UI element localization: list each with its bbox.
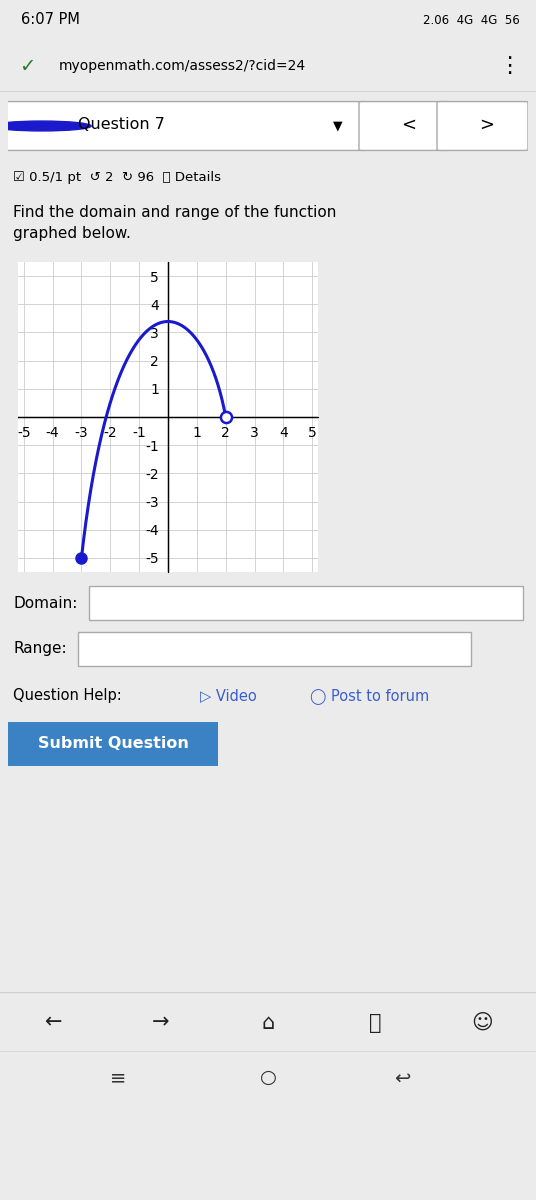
FancyBboxPatch shape — [0, 719, 230, 769]
Text: >: > — [479, 116, 494, 134]
Text: myopenmath.com/assess2/?cid=24: myopenmath.com/assess2/?cid=24 — [59, 59, 306, 73]
Text: →: → — [152, 1013, 169, 1033]
Text: Question 7: Question 7 — [78, 118, 165, 132]
Text: ⋮: ⋮ — [497, 56, 520, 76]
FancyBboxPatch shape — [3, 102, 367, 150]
Text: ✓: ✓ — [19, 56, 35, 76]
Text: 6:07 PM: 6:07 PM — [21, 12, 80, 28]
Text: ○: ○ — [259, 1068, 277, 1087]
FancyBboxPatch shape — [78, 632, 471, 666]
Text: Find the domain and range of the function
graphed below.: Find the domain and range of the functio… — [13, 205, 337, 241]
Text: ▷ Video: ▷ Video — [200, 689, 257, 703]
Text: ▼: ▼ — [333, 120, 343, 132]
Text: ⬜: ⬜ — [369, 1013, 382, 1033]
Text: Question Help:: Question Help: — [13, 689, 122, 703]
FancyBboxPatch shape — [88, 586, 523, 620]
Circle shape — [0, 121, 91, 131]
Text: <: < — [401, 116, 416, 134]
Text: ☑ 0.5/1 pt  ↺ 2  ↻ 96  ⓘ Details: ☑ 0.5/1 pt ↺ 2 ↻ 96 ⓘ Details — [13, 170, 221, 184]
Text: ←: ← — [45, 1013, 62, 1033]
FancyBboxPatch shape — [437, 102, 528, 150]
Text: ☺: ☺ — [472, 1013, 493, 1033]
Text: ◯ Post to forum: ◯ Post to forum — [310, 688, 429, 704]
Text: Domain:: Domain: — [13, 595, 78, 611]
FancyBboxPatch shape — [359, 102, 450, 150]
Text: ⌂: ⌂ — [262, 1013, 274, 1033]
Text: Range:: Range: — [13, 642, 67, 656]
Text: ↩: ↩ — [394, 1068, 410, 1087]
Text: 2.06  4G  4G  56: 2.06 4G 4G 56 — [423, 13, 520, 26]
Text: Submit Question: Submit Question — [38, 737, 189, 751]
Text: ≡: ≡ — [110, 1068, 126, 1087]
